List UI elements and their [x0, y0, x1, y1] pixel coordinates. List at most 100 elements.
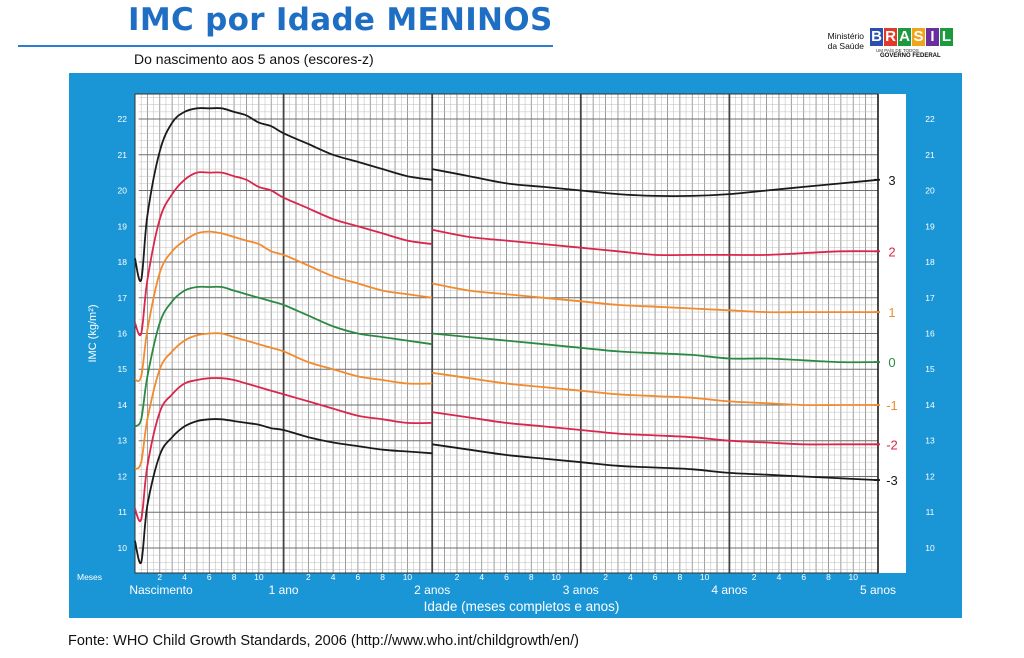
- series-line-2: [432, 228, 879, 257]
- month-tick-label: 2: [752, 572, 757, 582]
- series-line-0: [432, 332, 879, 364]
- y-tick-label-left: 13: [118, 436, 128, 446]
- y-tick-label-right: 11: [926, 507, 935, 517]
- month-tick-label: 2: [306, 572, 311, 582]
- month-tick-label: 10: [254, 572, 264, 582]
- y-tick-label-right: 16: [925, 329, 935, 339]
- series-line-0: [134, 285, 433, 428]
- year-label: Nascimento: [129, 583, 193, 597]
- y-tick-label-left: 16: [118, 329, 128, 339]
- series-label-0: 0: [888, 355, 895, 370]
- year-label: 4 anos: [711, 583, 747, 597]
- ministry-line-2: da Saúde: [827, 41, 864, 51]
- logo-governo: GOVERNO FEDERAL: [880, 53, 941, 59]
- y-tick-label-right: 17: [925, 293, 935, 303]
- month-tick-label: 8: [826, 572, 831, 582]
- month-tick-label: 2: [455, 572, 460, 582]
- month-tick-label: 2: [603, 572, 608, 582]
- x-axis-title: Idade (meses completos e anos): [424, 599, 620, 614]
- series-line--3: [134, 418, 433, 565]
- series-label-3: 3: [888, 173, 895, 188]
- month-tick-label: 2: [157, 572, 162, 582]
- y-tick-label-right: 18: [925, 257, 935, 267]
- series-line--1: [134, 332, 433, 471]
- month-tick-label: 8: [529, 572, 534, 582]
- series-label-1: 1: [888, 305, 895, 320]
- month-tick-label: 8: [677, 572, 682, 582]
- month-tick-label: 6: [801, 572, 806, 582]
- y-tick-label-left: 22: [118, 114, 128, 124]
- y-tick-label-left: 15: [118, 364, 128, 374]
- series-line--1: [432, 371, 878, 407]
- series-line-2: [134, 171, 433, 337]
- y-tick-label-left: 17: [118, 293, 128, 303]
- page-subtitle: Do nascimento aos 5 anos (escores-z): [134, 51, 374, 67]
- series-line-3: [432, 168, 879, 198]
- y-tick-label-left: 14: [118, 400, 128, 410]
- month-tick-label: 6: [207, 572, 212, 582]
- y-tick-label-right: 12: [925, 471, 935, 481]
- month-tick-label: 6: [653, 572, 658, 582]
- series-label--3: -3: [886, 473, 898, 488]
- y-tick-label-right: 13: [925, 436, 935, 446]
- month-tick-label: 4: [777, 572, 782, 582]
- ministry-label: Ministério da Saúde: [818, 31, 864, 51]
- source-note: Fonte: WHO Child Growth Standards, 2006 …: [68, 633, 579, 649]
- brasil-letter: A: [898, 28, 911, 46]
- y-axis-title: IMC (kg/m²): [87, 304, 99, 362]
- year-label: 1 ano: [269, 583, 299, 597]
- brasil-letter: B: [870, 28, 883, 46]
- series-label--1: -1: [886, 398, 898, 413]
- series-line--2: [134, 377, 433, 522]
- ministry-line-1: Ministério: [827, 31, 864, 41]
- months-label: Meses: [77, 572, 102, 582]
- y-tick-label-left: 18: [118, 257, 128, 267]
- series-line-1: [432, 282, 878, 314]
- series-line--2: [432, 411, 878, 446]
- y-tick-label-right: 14: [925, 400, 935, 410]
- month-tick-label: 8: [232, 572, 237, 582]
- month-tick-label: 4: [628, 572, 633, 582]
- brasil-letter: S: [912, 28, 925, 46]
- left-margin-strip: [135, 94, 139, 573]
- brasil-letter: R: [884, 28, 897, 46]
- series-line-3: [134, 107, 433, 283]
- y-tick-label-right: 15: [925, 364, 935, 374]
- logo-tagline: UM PAÍS DE TODOS: [876, 48, 919, 53]
- month-tick-label: 4: [479, 572, 484, 582]
- y-tick-label-right: 10: [925, 543, 935, 553]
- year-label: 3 anos: [563, 583, 599, 597]
- chart-panel: 3 2 1 0 -1 -2 -3 10 10 11 11 12 12 13 13 14 14 15 15 16 16 17…: [69, 73, 962, 618]
- y-tick-label-left: 20: [118, 186, 128, 196]
- month-tick-label: 10: [700, 572, 710, 582]
- y-tick-label-right: 20: [925, 186, 935, 196]
- page-title: IMC por Idade MENINOS: [128, 2, 553, 38]
- y-tick-label-right: 21: [925, 150, 935, 160]
- y-tick-label-left: 19: [118, 221, 128, 231]
- month-tick-label: 6: [356, 572, 361, 582]
- y-tick-label-right: 22: [925, 114, 935, 124]
- y-tick-label-left: 11: [118, 507, 127, 517]
- y-tick-label-left: 12: [118, 471, 128, 481]
- month-tick-label: 8: [380, 572, 385, 582]
- series-line--3: [432, 443, 879, 481]
- y-tick-label-right: 19: [925, 221, 935, 231]
- year-label: 5 anos: [860, 583, 896, 597]
- brasil-letter: I: [926, 28, 939, 46]
- year-label: 2 anos: [414, 583, 450, 597]
- month-tick-label: 4: [331, 572, 336, 582]
- month-tick-label: 6: [504, 572, 509, 582]
- month-tick-label: 10: [551, 572, 561, 582]
- brasil-wordmark: B R A S I L: [870, 28, 954, 48]
- series-line-1: [134, 230, 433, 382]
- zscore-label-column: [878, 94, 906, 573]
- month-tick-label: 10: [848, 572, 858, 582]
- series-label--2: -2: [886, 437, 898, 452]
- title-divider: [18, 45, 553, 47]
- brasil-letter: L: [940, 28, 953, 46]
- month-tick-label: 10: [403, 572, 413, 582]
- y-tick-label-left: 10: [118, 543, 128, 553]
- series-label-2: 2: [888, 244, 895, 259]
- y-tick-label-left: 21: [118, 150, 128, 160]
